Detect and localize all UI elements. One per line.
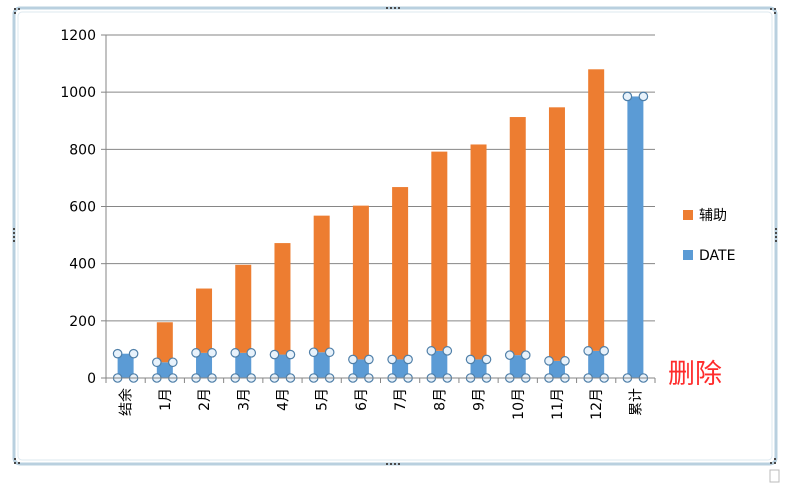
bar-helper[interactable] xyxy=(156,322,173,363)
x-tick-label: 6月 xyxy=(354,388,370,411)
selection-handle-icon[interactable] xyxy=(269,349,280,360)
selection-handle-icon[interactable] xyxy=(504,350,515,360)
bar-helper[interactable] xyxy=(509,117,526,356)
dots-handle-icon[interactable] xyxy=(386,463,400,465)
resize-handles[interactable] xyxy=(13,7,777,465)
bar-helper[interactable] xyxy=(588,69,605,351)
bar-date[interactable] xyxy=(235,352,252,378)
x-tick-label: 3月 xyxy=(236,388,252,411)
y-tick-label: 600 xyxy=(69,200,96,216)
x-tick-label: 9月 xyxy=(472,388,488,411)
x-tick-label: 7月 xyxy=(393,388,409,411)
y-tick-label: 1000 xyxy=(60,85,96,101)
selection-handle-icon[interactable] xyxy=(324,347,335,358)
selection-handle-icon[interactable] xyxy=(168,357,178,368)
selection-handle-icon[interactable] xyxy=(583,346,593,356)
bar-date[interactable] xyxy=(431,350,448,378)
bar-date[interactable] xyxy=(274,354,291,378)
selection-handle-icon[interactable] xyxy=(426,346,437,356)
bar-date[interactable] xyxy=(509,355,526,378)
bar-date[interactable] xyxy=(588,350,605,378)
x-tick-label: 2月 xyxy=(197,388,213,411)
dots-handle-icon[interactable] xyxy=(14,8,776,464)
selection-handle-icon[interactable] xyxy=(481,354,492,365)
x-tick-label: 累计 xyxy=(628,388,644,416)
legend-swatch-1 xyxy=(683,210,693,220)
y-tick-label: 200 xyxy=(69,314,96,330)
bar-helper[interactable] xyxy=(392,187,409,360)
bar-date[interactable] xyxy=(352,359,369,378)
bar-date[interactable] xyxy=(470,359,487,378)
x-tick-label: 结余 xyxy=(118,388,135,416)
x-tick-label: 12月 xyxy=(589,388,605,420)
x-tick-label: 10月 xyxy=(511,388,527,420)
selection-handle-icon[interactable] xyxy=(285,349,296,360)
delete-annotation: 删除 xyxy=(668,359,722,390)
y-tick-label: 0 xyxy=(87,371,96,387)
bar-date[interactable] xyxy=(313,352,330,378)
selection-handle-icon[interactable] xyxy=(544,356,554,366)
x-tick-label: 11月 xyxy=(550,388,566,420)
bar-date[interactable] xyxy=(196,352,213,378)
x-tick-label: 1月 xyxy=(158,388,174,411)
selection-handle-icon[interactable] xyxy=(128,348,139,359)
legend-swatch-2 xyxy=(683,250,693,260)
bar-helper[interactable] xyxy=(431,151,448,351)
selection-handle-icon[interactable] xyxy=(207,348,217,358)
selection-handle-icon[interactable] xyxy=(230,348,241,358)
selection-handle-icon[interactable] xyxy=(465,354,476,365)
y-axis: 0 200 400 600 800 1000 1200 xyxy=(60,28,106,387)
selection-handle-icon[interactable] xyxy=(442,346,453,356)
selection-handle-icon[interactable] xyxy=(152,357,162,368)
dots-handle-icon[interactable] xyxy=(386,7,400,9)
y-tick-label: 800 xyxy=(69,142,96,158)
chart-inner-border xyxy=(17,11,773,461)
bar-date[interactable] xyxy=(627,96,644,379)
bar-helper[interactable] xyxy=(548,107,565,361)
dots-handle-icon[interactable] xyxy=(775,228,777,242)
plot-area[interactable] xyxy=(117,69,644,379)
bar-date[interactable] xyxy=(392,359,409,378)
bar-date[interactable] xyxy=(117,353,134,378)
selection-handle-icon[interactable] xyxy=(191,348,201,358)
selection-handle-icon[interactable] xyxy=(387,354,397,365)
bar-date[interactable] xyxy=(548,360,565,378)
selection-handle-icon[interactable] xyxy=(622,91,633,102)
corner-glyph xyxy=(769,469,780,483)
y-tick-label: 400 xyxy=(69,257,96,273)
selection-handle-icon[interactable] xyxy=(560,356,570,366)
dots-handle-icon[interactable] xyxy=(13,228,15,242)
x-axis: 结余 1月 2月 3月 4月 5月 6月 7月 8月 9月 10月 11月 12月 累计 xyxy=(105,378,656,420)
legend-label-2: DATE xyxy=(699,248,735,264)
legend[interactable]: 辅助 DATE xyxy=(683,208,735,264)
bar-helper[interactable] xyxy=(352,205,369,360)
bar-helper[interactable] xyxy=(470,144,487,360)
x-tick-label: 5月 xyxy=(315,388,331,411)
bar-helper[interactable] xyxy=(235,264,252,353)
bar-helper[interactable] xyxy=(313,215,330,353)
selection-handle-icon[interactable] xyxy=(520,350,531,360)
selection-handle-icon[interactable] xyxy=(364,354,374,365)
legend-label-1: 辅助 xyxy=(699,208,727,224)
selection-handle-icon[interactable] xyxy=(638,91,649,102)
bar-helper[interactable] xyxy=(196,288,213,353)
bar-date[interactable] xyxy=(156,362,173,378)
selection-handle-icon[interactable] xyxy=(308,347,319,358)
selection-handle-icon[interactable] xyxy=(348,354,358,365)
y-tick-label: 1200 xyxy=(60,28,96,44)
x-tick-label: 4月 xyxy=(275,388,291,411)
selection-handle-icon[interactable] xyxy=(403,354,413,365)
x-tick-label: 8月 xyxy=(432,388,448,411)
bar-helper[interactable] xyxy=(274,243,291,355)
selection-handle-icon[interactable] xyxy=(246,348,257,358)
selection-handle-icon[interactable] xyxy=(112,348,123,359)
selection-handle-icon[interactable] xyxy=(599,346,609,356)
